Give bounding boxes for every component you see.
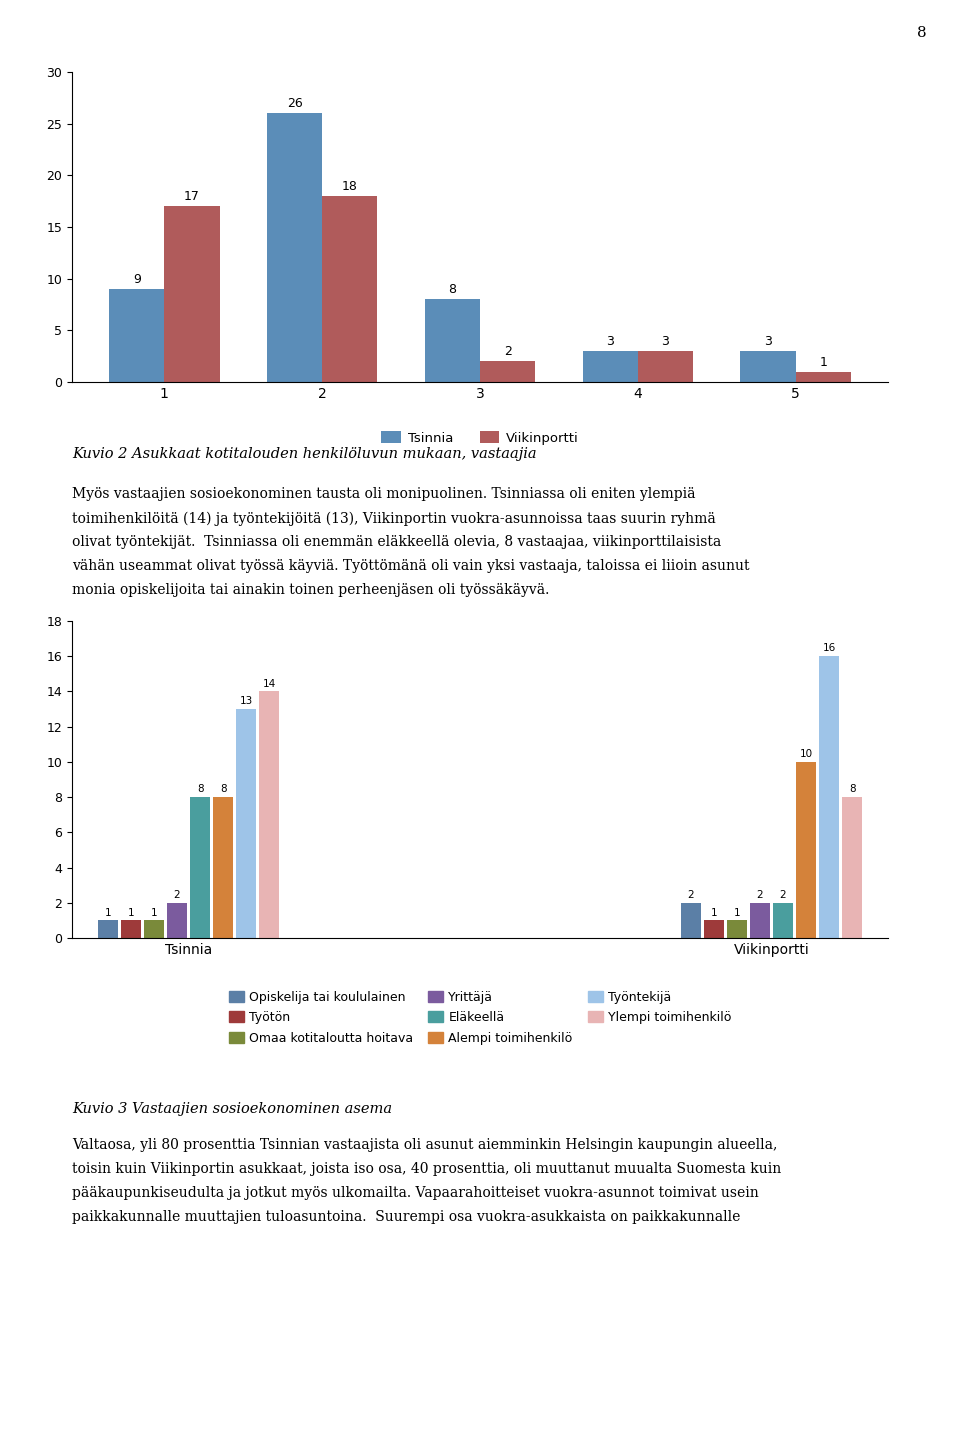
Bar [796, 372, 851, 382]
Text: 1: 1 [128, 908, 134, 917]
Text: 16: 16 [823, 643, 836, 653]
Text: 13: 13 [240, 696, 252, 707]
Text: 2: 2 [756, 890, 763, 900]
Text: 1: 1 [733, 908, 740, 917]
Bar [819, 656, 839, 939]
Text: 1: 1 [105, 908, 111, 917]
Legend: Opiskelija tai koululainen, Työtön, Omaa kotitaloutta hoitava, Yrittäjä, Eläkeel: Opiskelija tai koululainen, Työtön, Omaa… [224, 985, 736, 1050]
Text: 3: 3 [764, 335, 772, 348]
Bar [259, 691, 279, 939]
Text: Kuvio 3 Vastaajien sosioekonominen asema: Kuvio 3 Vastaajien sosioekonominen asema [72, 1103, 392, 1116]
Bar [727, 920, 747, 939]
Text: toisin kuin Viikinportin asukkaat, joista iso osa, 40 prosenttia, oli muuttanut : toisin kuin Viikinportin asukkaat, joist… [72, 1162, 781, 1177]
Text: 26: 26 [287, 98, 302, 111]
Bar [213, 797, 233, 939]
Text: 10: 10 [800, 750, 812, 758]
Text: Kuvio 2 Asukkaat kotitalouden henkilöluvun mukaan, vastaajia: Kuvio 2 Asukkaat kotitalouden henkilöluv… [72, 447, 537, 461]
Bar [144, 920, 164, 939]
Text: 1: 1 [710, 908, 717, 917]
Text: olivat työntekijät.  Tsinniassa oli enemmän eläkkeellä olevia, 8 vastaajaa, viik: olivat työntekijät. Tsinniassa oli enemm… [72, 535, 721, 549]
Bar [796, 761, 816, 939]
Bar [740, 352, 796, 382]
Text: 1: 1 [819, 356, 828, 369]
Bar [98, 920, 118, 939]
Text: Valtaosa, yli 80 prosenttia Tsinnian vastaajista oli asunut aiemminkin Helsingin: Valtaosa, yli 80 prosenttia Tsinnian vas… [72, 1139, 778, 1152]
Text: 3: 3 [607, 335, 614, 348]
Bar [323, 196, 377, 382]
Bar [164, 206, 220, 382]
Text: 2: 2 [174, 890, 180, 900]
Text: 2: 2 [504, 346, 512, 359]
Bar [583, 352, 637, 382]
Bar [681, 903, 701, 939]
Bar [167, 903, 187, 939]
Text: 3: 3 [661, 335, 669, 348]
Text: 8: 8 [917, 26, 926, 40]
Bar [773, 903, 793, 939]
Text: 2: 2 [780, 890, 786, 900]
Bar [121, 920, 141, 939]
Bar [637, 352, 693, 382]
Text: 8: 8 [197, 784, 204, 795]
Text: 18: 18 [342, 180, 358, 193]
Text: monia opiskelijoita tai ainakin toinen perheenjäsen oli työssäkäyvä.: monia opiskelijoita tai ainakin toinen p… [72, 583, 549, 597]
Bar [480, 362, 536, 382]
Text: 8: 8 [849, 784, 855, 795]
Text: 14: 14 [263, 679, 276, 689]
Text: vähän useammat olivat työssä käyviä. Työttömänä oli vain yksi vastaaja, taloissa: vähän useammat olivat työssä käyviä. Työ… [72, 559, 750, 572]
Bar [190, 797, 210, 939]
Text: 1: 1 [151, 908, 157, 917]
Text: 8: 8 [448, 284, 456, 297]
Text: 8: 8 [220, 784, 227, 795]
Text: 17: 17 [184, 190, 200, 203]
Bar [750, 903, 770, 939]
Text: toimihenkilöitä (14) ja työntekijöitä (13), Viikinportin vuokra-asunnoissa taas : toimihenkilöitä (14) ja työntekijöitä (1… [72, 512, 716, 525]
Text: paikkakunnalle muuttajien tuloasuntoina.  Suurempi osa vuokra-asukkaista on paik: paikkakunnalle muuttajien tuloasuntoina.… [72, 1210, 740, 1224]
Bar [109, 288, 164, 382]
Bar [842, 797, 862, 939]
Text: 9: 9 [132, 273, 141, 286]
Text: pääkaupunkiseudulta ja jotkut myös ulkomailta. Vapaarahoitteiset vuokra-asunnot : pääkaupunkiseudulta ja jotkut myös ulkom… [72, 1185, 758, 1200]
Bar [704, 920, 724, 939]
Bar [424, 300, 480, 382]
Text: 2: 2 [687, 890, 694, 900]
Bar [236, 709, 256, 939]
Legend: Tsinnia, Viikinportti: Tsinnia, Viikinportti [376, 425, 584, 450]
Text: Myös vastaajien sosioekonominen tausta oli monipuolinen. Tsinniassa oli eniten y: Myös vastaajien sosioekonominen tausta o… [72, 487, 695, 502]
Bar [267, 114, 323, 382]
